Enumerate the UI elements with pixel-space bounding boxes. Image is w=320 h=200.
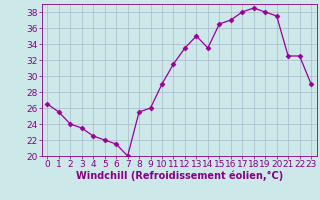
- X-axis label: Windchill (Refroidissement éolien,°C): Windchill (Refroidissement éolien,°C): [76, 171, 283, 181]
